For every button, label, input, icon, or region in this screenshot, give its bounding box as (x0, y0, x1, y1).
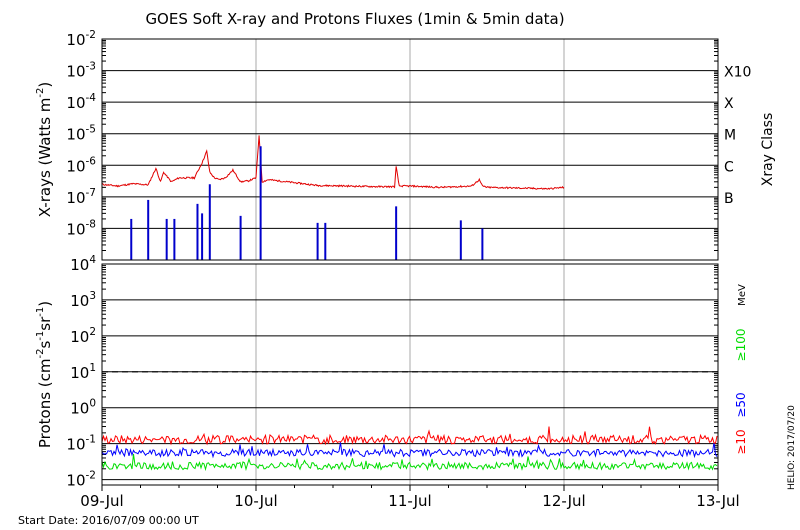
protons-y-axis-label: Protons (cm-2s-1sr-1) (35, 301, 54, 448)
xray-long-series (101, 135, 565, 190)
x-tick-label: 11-Jul (388, 492, 431, 510)
proton-series-line (101, 453, 718, 472)
y-tick-label: 104 (70, 254, 96, 274)
y-tick-label: 101 (70, 362, 96, 382)
y-tick-label: 10-8 (66, 218, 96, 238)
proton-legend-label: ≥50 (734, 392, 748, 417)
y-tick-label: 102 (70, 326, 96, 346)
x-tick-label: 12-Jul (542, 492, 585, 510)
xray-class-label: C (724, 159, 734, 175)
y-tick-label: 10-2 (66, 29, 96, 49)
proton-units-label: MeV (737, 284, 748, 306)
y-tick-label: 10-4 (66, 92, 96, 112)
y-tick-label: 103 (70, 290, 96, 310)
x-tick-label: 13-Jul (696, 492, 739, 510)
proton-panel: 10-2 10-1 100 101 102 103 104 Protons (cm-2s-1s… (35, 254, 748, 490)
y-tick-label: 10-6 (66, 155, 96, 175)
x-axis: 09-Jul 10-Jul 11-Jul 12-Jul 13-Jul (80, 485, 740, 510)
y-tick-label: 10-3 (66, 61, 96, 81)
y-tick-label: 10-5 (66, 124, 96, 144)
x-tick-label: 09-Jul (80, 492, 123, 510)
proton-series-line (101, 442, 718, 459)
x-tick-label: 10-Jul (234, 492, 277, 510)
y-tick-label: 10-7 (66, 187, 96, 207)
xray-class-label: X10 (724, 65, 751, 81)
proton-series-line (101, 426, 718, 446)
proton-legend-label: ≥100 (734, 329, 748, 362)
xray-class-label: B (724, 191, 734, 207)
xray-y-axis-label: X-rays (Watts m-2) (35, 82, 54, 217)
y-tick-label: 10-1 (66, 434, 96, 454)
start-date: Start Date: 2016/07/09 00:00 UT (18, 514, 199, 527)
xray-class-label: X (724, 96, 734, 112)
chart-title: GOES Soft X-ray and Protons Fluxes (1min… (145, 10, 564, 28)
xray-class-label: M (724, 128, 736, 144)
y-tick-label: 10-2 (66, 470, 96, 490)
xray-frame (101, 38, 719, 261)
credit: HELIO: 2017/07/20 (787, 405, 797, 490)
proton-legend-label: ≥10 (734, 429, 748, 454)
y-tick-label: 100 (70, 398, 96, 418)
xray-class-axis-title: Xray Class (760, 113, 776, 187)
